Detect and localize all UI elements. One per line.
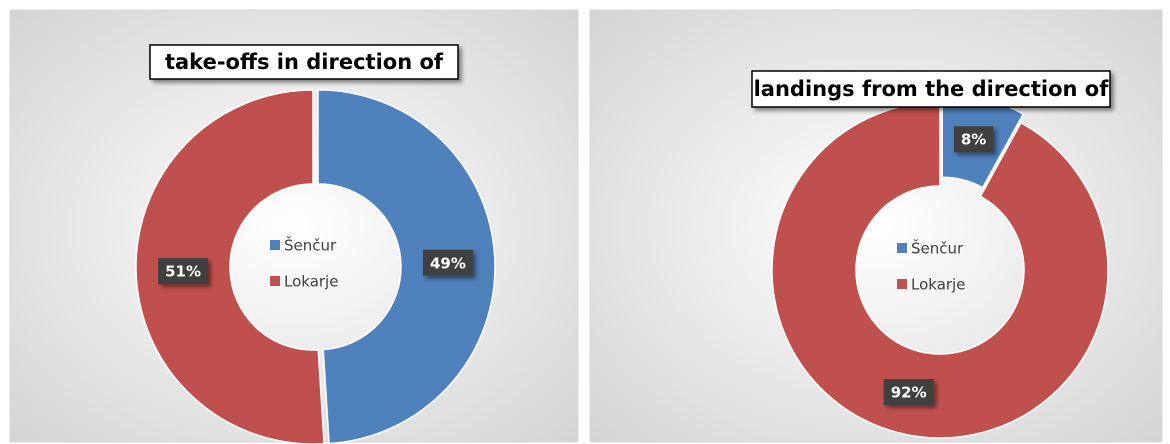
- legend-label: Lokarje: [911, 276, 965, 294]
- legend-swatch: [270, 240, 280, 250]
- legend-label: Šenčur: [911, 239, 964, 258]
- legend-swatch: [897, 243, 907, 253]
- data-label: 51%: [165, 263, 201, 281]
- donut-slice: [135, 89, 325, 444]
- donut-slice: [317, 89, 496, 444]
- title-box: [751, 70, 1111, 108]
- data-label-box: [883, 379, 934, 406]
- data-label: 8%: [961, 131, 986, 149]
- data-label: 92%: [891, 384, 927, 402]
- legend-label: Lokarje: [284, 273, 338, 291]
- chart-title: take-offs in direction of: [165, 50, 444, 74]
- legend-swatch: [270, 276, 280, 286]
- data-label-box: [158, 258, 209, 285]
- data-label-box: [422, 249, 473, 276]
- data-label: 49%: [430, 254, 466, 272]
- chart-title: landings from the direction of: [754, 77, 1110, 101]
- legend-swatch: [897, 279, 907, 289]
- legend-label: Šenčur: [284, 236, 337, 255]
- data-label-box: [953, 126, 994, 153]
- title-box: [149, 44, 459, 80]
- donut-slice: [771, 101, 1109, 439]
